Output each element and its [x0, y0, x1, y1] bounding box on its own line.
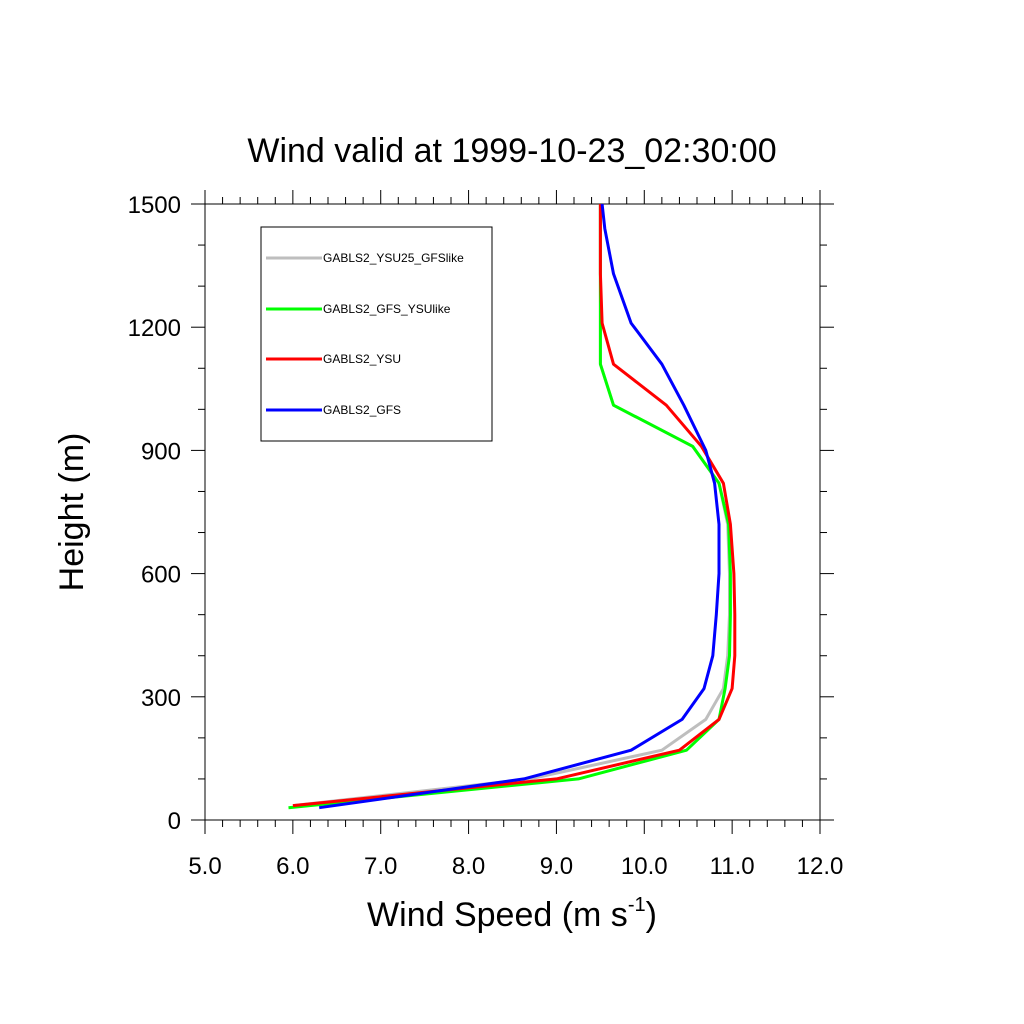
legend: GABLS2_YSU25_GFSlike GABLS2_GFS_YSUlike GA…: [260, 226, 493, 442]
legend-label: GABLS2_YSU25_GFSlike: [323, 251, 464, 265]
series-line-3: [292, 204, 737, 808]
x-tick-label: 8.0: [452, 853, 485, 880]
x-tick-label: 7.0: [364, 853, 397, 880]
axis-ticks: [191, 190, 834, 834]
y-tick-label: 1500: [128, 192, 181, 219]
x-axis-title-suffix: ): [646, 896, 657, 934]
x-axis-tick-labels: 5.0 6.0 7.0 8.0 9.0 10.0 11.0 12.0: [188, 853, 843, 880]
y-axis-title: Height (m): [53, 433, 91, 592]
x-axis-title: Wind Speed (m s-1): [367, 894, 657, 934]
plot-frame: [204, 203, 821, 821]
y-tick-label: 1200: [128, 315, 181, 342]
y-tick-label: 0: [168, 808, 181, 835]
series-line-4: [318, 203, 721, 810]
y-tick-label: 300: [141, 685, 181, 712]
x-tick-label: 9.0: [540, 853, 573, 880]
y-tick-label: 600: [141, 562, 181, 589]
x-tick-label: 6.0: [276, 853, 309, 880]
x-tick-label: 5.0: [188, 853, 221, 880]
chart-title: Wind valid at 1999-10-23_02:30:00: [247, 132, 776, 170]
series-lines: [288, 203, 737, 810]
legend-label: GABLS2_YSU: [323, 352, 401, 366]
x-tick-label: 10.0: [621, 853, 668, 880]
x-axis-title-main: Wind Speed (m s: [367, 896, 628, 934]
y-axis-tick-labels: 0 300 600 900 1200 1500: [128, 192, 181, 835]
x-axis-title-superscript: -1: [628, 894, 646, 916]
y-tick-label: 900: [141, 438, 181, 465]
plot-border: [204, 203, 821, 821]
legend-label: GABLS2_GFS: [323, 403, 401, 417]
x-tick-label: 11.0: [710, 853, 755, 880]
x-tick-label: 12.0: [797, 853, 844, 880]
legend-box: [260, 226, 493, 442]
series-line-2: [288, 204, 732, 810]
legend-label: GABLS2_GFS_YSUlike: [323, 302, 451, 316]
series-line-1: [292, 204, 731, 808]
